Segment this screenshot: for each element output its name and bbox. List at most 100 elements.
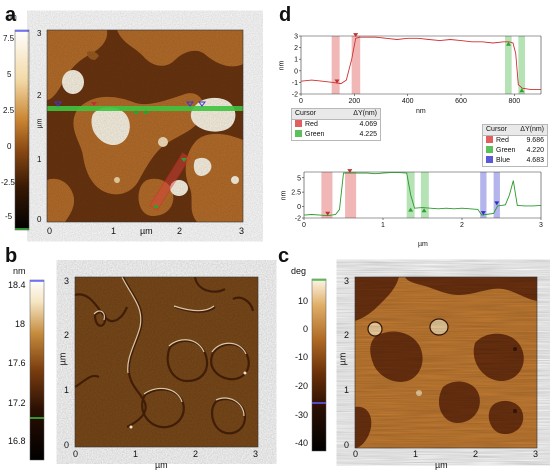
cursor-band [321, 172, 333, 218]
legend-swatch-red [486, 136, 493, 143]
legend-name: Green [496, 147, 516, 154]
legend-row: Red 9.686 [483, 136, 547, 146]
colorbar-c-tick-4: -20 [295, 381, 309, 391]
y-tick-label: 3 [294, 34, 298, 41]
cursor-marker [421, 208, 427, 213]
y-tick-label: -1 [292, 80, 298, 87]
legend-value: 9.686 [526, 137, 544, 144]
panel-letter-c: c [278, 245, 290, 267]
y-tick-label: 0 [297, 204, 301, 211]
cursor-marker [480, 211, 486, 216]
panel-letter-b: b [5, 245, 18, 267]
colorbar-b-tick-4: 17.2 [8, 398, 26, 408]
a-xtick-1: 0 [47, 226, 53, 236]
d-bot-ylabel: nm [280, 190, 288, 201]
legend-row: Green 4.225 [292, 130, 380, 140]
cursor-marker [519, 88, 525, 93]
cursor-band [351, 36, 361, 94]
b-ytick-3: 1 [64, 385, 70, 395]
colorbar-a-tick-1: 7.5 [3, 34, 15, 43]
colorbar-b-tick-3: 17.6 [8, 358, 26, 368]
profile-plot-bottom: -202.550 1 2 3 [291, 169, 543, 229]
b-ytick-4: 0 [64, 440, 70, 450]
x-tick-label: 400 [402, 98, 414, 105]
afm-image-a [46, 29, 244, 223]
colorbar-c-tick-6: -40 [295, 438, 309, 448]
b-xtick-3: 2 [193, 449, 199, 459]
legend-swatch-red [295, 120, 302, 127]
y-tick-label: 1 [294, 57, 298, 64]
b-ylabel: µm [57, 352, 68, 366]
legend-header-dy: ΔY(nm) [520, 126, 544, 133]
c-ytick-4: 0 [344, 440, 350, 450]
legend-swatch-green [295, 130, 302, 137]
colorbar-c-unit: deg [291, 266, 307, 276]
a-xtick-3: 2 [177, 226, 183, 236]
colorbar-a-tick-4: 0 [7, 142, 12, 151]
cursor-band [345, 172, 357, 218]
y-tick-label: 2 [294, 45, 298, 52]
legend-row: Red 4.069 [292, 120, 380, 130]
cursor-band [493, 172, 500, 218]
d-top-legend: Cursor ΔY(nm) Red 4.069 Green 4.225 [291, 108, 381, 141]
afm-image-b [74, 276, 259, 448]
cursor-marker [494, 201, 500, 206]
y-tick-label: -2 [292, 92, 298, 99]
colorbar-c-tick-1: 10 [298, 296, 309, 306]
colorbar-b [29, 279, 45, 461]
cursor-marker [347, 169, 353, 174]
legend-value: 4.225 [359, 131, 377, 138]
c-xtick-1: 0 [353, 449, 359, 459]
profile-line [300, 36, 541, 90]
legend-value: 4.683 [526, 157, 544, 164]
x-tick-label: 600 [455, 98, 467, 105]
y-tick-label: 2.5 [291, 190, 301, 197]
c-ytick-3: 1 [344, 385, 350, 395]
x-tick-label: 1 [381, 222, 385, 229]
legend-row: Blue 4.683 [483, 156, 547, 166]
a-ytick-2: 2 [37, 91, 42, 100]
cursor-marker [505, 41, 511, 46]
a-xtick-2: 1 [111, 226, 117, 236]
legend-name: Red [496, 137, 509, 144]
c-xtick-4: 3 [533, 449, 539, 459]
b-xtick-4: 3 [253, 449, 259, 459]
legend-name: Blue [496, 157, 511, 164]
colorbar-b-tick-5: 16.8 [8, 436, 26, 446]
d-top-ylabel: nm [278, 60, 286, 71]
legend-name: Green [305, 131, 325, 138]
colorbar-a-tick-6: -5 [5, 212, 13, 221]
a-ytick-3: 1 [37, 155, 42, 164]
b-xlabel: µm [155, 460, 168, 470]
colorbar-a-tick-2: 5 [7, 70, 12, 79]
colorbar-a [14, 29, 30, 231]
x-tick-label: 200 [348, 98, 360, 105]
b-ytick-2: 2 [64, 330, 70, 340]
b-xtick-2: 1 [133, 449, 139, 459]
colorbar-c-tick-3: -10 [295, 352, 309, 362]
a-ytick-4: 0 [37, 215, 42, 224]
panel-letter-d: d [279, 4, 292, 26]
legend-swatch-green [486, 146, 493, 153]
x-tick-label: 0 [302, 222, 306, 229]
d-bot-xlabel: µm [418, 241, 428, 248]
colorbar-b-tick-1: 18.4 [8, 280, 26, 290]
legend-value: 4.220 [526, 147, 544, 154]
colorbar-c-tick-2: 0 [303, 324, 309, 334]
b-xtick-1: 0 [73, 449, 79, 459]
legend-row: Green 4.220 [483, 146, 547, 156]
c-ytick-1: 3 [344, 276, 350, 286]
b-ytick-1: 3 [64, 276, 70, 286]
cursor-band [331, 36, 340, 94]
cursor-marker [408, 207, 414, 212]
afm-image-c [354, 276, 538, 449]
colorbar-c-tick-5: -30 [295, 410, 309, 420]
colorbar-a-unit: nm [7, 14, 17, 21]
cursor-band [420, 172, 429, 218]
x-tick-label: 2 [460, 222, 464, 229]
cursor-band [505, 36, 512, 94]
cursor-marker [325, 211, 331, 216]
cursor-band [518, 36, 525, 94]
cursor-band [480, 172, 487, 218]
c-xtick-3: 2 [473, 449, 479, 459]
